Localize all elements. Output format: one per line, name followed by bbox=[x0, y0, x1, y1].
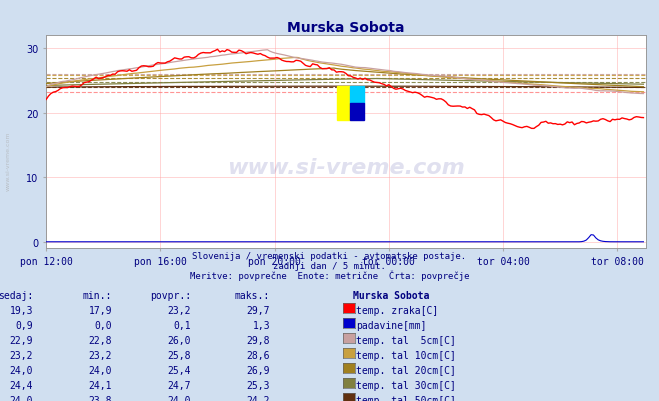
Text: 25,4: 25,4 bbox=[167, 365, 191, 375]
Text: 26,0: 26,0 bbox=[167, 335, 191, 345]
Text: 23,2: 23,2 bbox=[9, 350, 33, 360]
Text: 28,6: 28,6 bbox=[246, 350, 270, 360]
Text: temp. tal 50cm[C]: temp. tal 50cm[C] bbox=[356, 395, 456, 401]
Text: 24,4: 24,4 bbox=[9, 380, 33, 390]
Text: 24,0: 24,0 bbox=[9, 365, 33, 375]
Bar bbox=[351, 104, 364, 121]
Text: 24,1: 24,1 bbox=[88, 380, 112, 390]
Text: Meritve: povprečne  Enote: metrične  Črta: povprečje: Meritve: povprečne Enote: metrične Črta:… bbox=[190, 270, 469, 281]
Text: temp. tal 20cm[C]: temp. tal 20cm[C] bbox=[356, 365, 456, 375]
Text: min.:: min.: bbox=[82, 291, 112, 301]
Text: temp. tal 10cm[C]: temp. tal 10cm[C] bbox=[356, 350, 456, 360]
Text: maks.:: maks.: bbox=[235, 291, 270, 301]
Text: 23,8: 23,8 bbox=[88, 395, 112, 401]
Text: Slovenija / vremenski podatki - avtomatske postaje.: Slovenija / vremenski podatki - avtomats… bbox=[192, 252, 467, 261]
Text: 0,1: 0,1 bbox=[173, 320, 191, 330]
Text: povpr.:: povpr.: bbox=[150, 291, 191, 301]
Text: temp. tal 30cm[C]: temp. tal 30cm[C] bbox=[356, 380, 456, 390]
Text: 0,9: 0,9 bbox=[15, 320, 33, 330]
Text: 23,2: 23,2 bbox=[167, 306, 191, 316]
Text: www.si-vreme.com: www.si-vreme.com bbox=[5, 131, 11, 190]
Bar bbox=[351, 87, 364, 104]
Text: zadnji dan / 5 minut.: zadnji dan / 5 minut. bbox=[273, 262, 386, 271]
Bar bbox=[337, 87, 351, 121]
Text: sedaj:: sedaj: bbox=[0, 291, 33, 301]
Text: 29,8: 29,8 bbox=[246, 335, 270, 345]
Text: 25,8: 25,8 bbox=[167, 350, 191, 360]
Text: 26,9: 26,9 bbox=[246, 365, 270, 375]
Text: Murska Sobota: Murska Sobota bbox=[353, 291, 429, 301]
Text: 22,8: 22,8 bbox=[88, 335, 112, 345]
Text: 22,9: 22,9 bbox=[9, 335, 33, 345]
Text: 23,2: 23,2 bbox=[88, 350, 112, 360]
Text: 24,2: 24,2 bbox=[246, 395, 270, 401]
Text: 29,7: 29,7 bbox=[246, 306, 270, 316]
Text: www.si-vreme.com: www.si-vreme.com bbox=[227, 158, 465, 178]
Text: temp. tal  5cm[C]: temp. tal 5cm[C] bbox=[356, 335, 456, 345]
Text: 17,9: 17,9 bbox=[88, 306, 112, 316]
Text: padavine[mm]: padavine[mm] bbox=[356, 320, 426, 330]
Text: 24,0: 24,0 bbox=[9, 395, 33, 401]
Text: 24,0: 24,0 bbox=[167, 395, 191, 401]
Text: 19,3: 19,3 bbox=[9, 306, 33, 316]
Title: Murska Sobota: Murska Sobota bbox=[287, 21, 405, 35]
Text: 24,7: 24,7 bbox=[167, 380, 191, 390]
Text: 0,0: 0,0 bbox=[94, 320, 112, 330]
Text: 25,3: 25,3 bbox=[246, 380, 270, 390]
Text: 1,3: 1,3 bbox=[252, 320, 270, 330]
Text: 24,0: 24,0 bbox=[88, 365, 112, 375]
Text: temp. zraka[C]: temp. zraka[C] bbox=[356, 306, 438, 316]
